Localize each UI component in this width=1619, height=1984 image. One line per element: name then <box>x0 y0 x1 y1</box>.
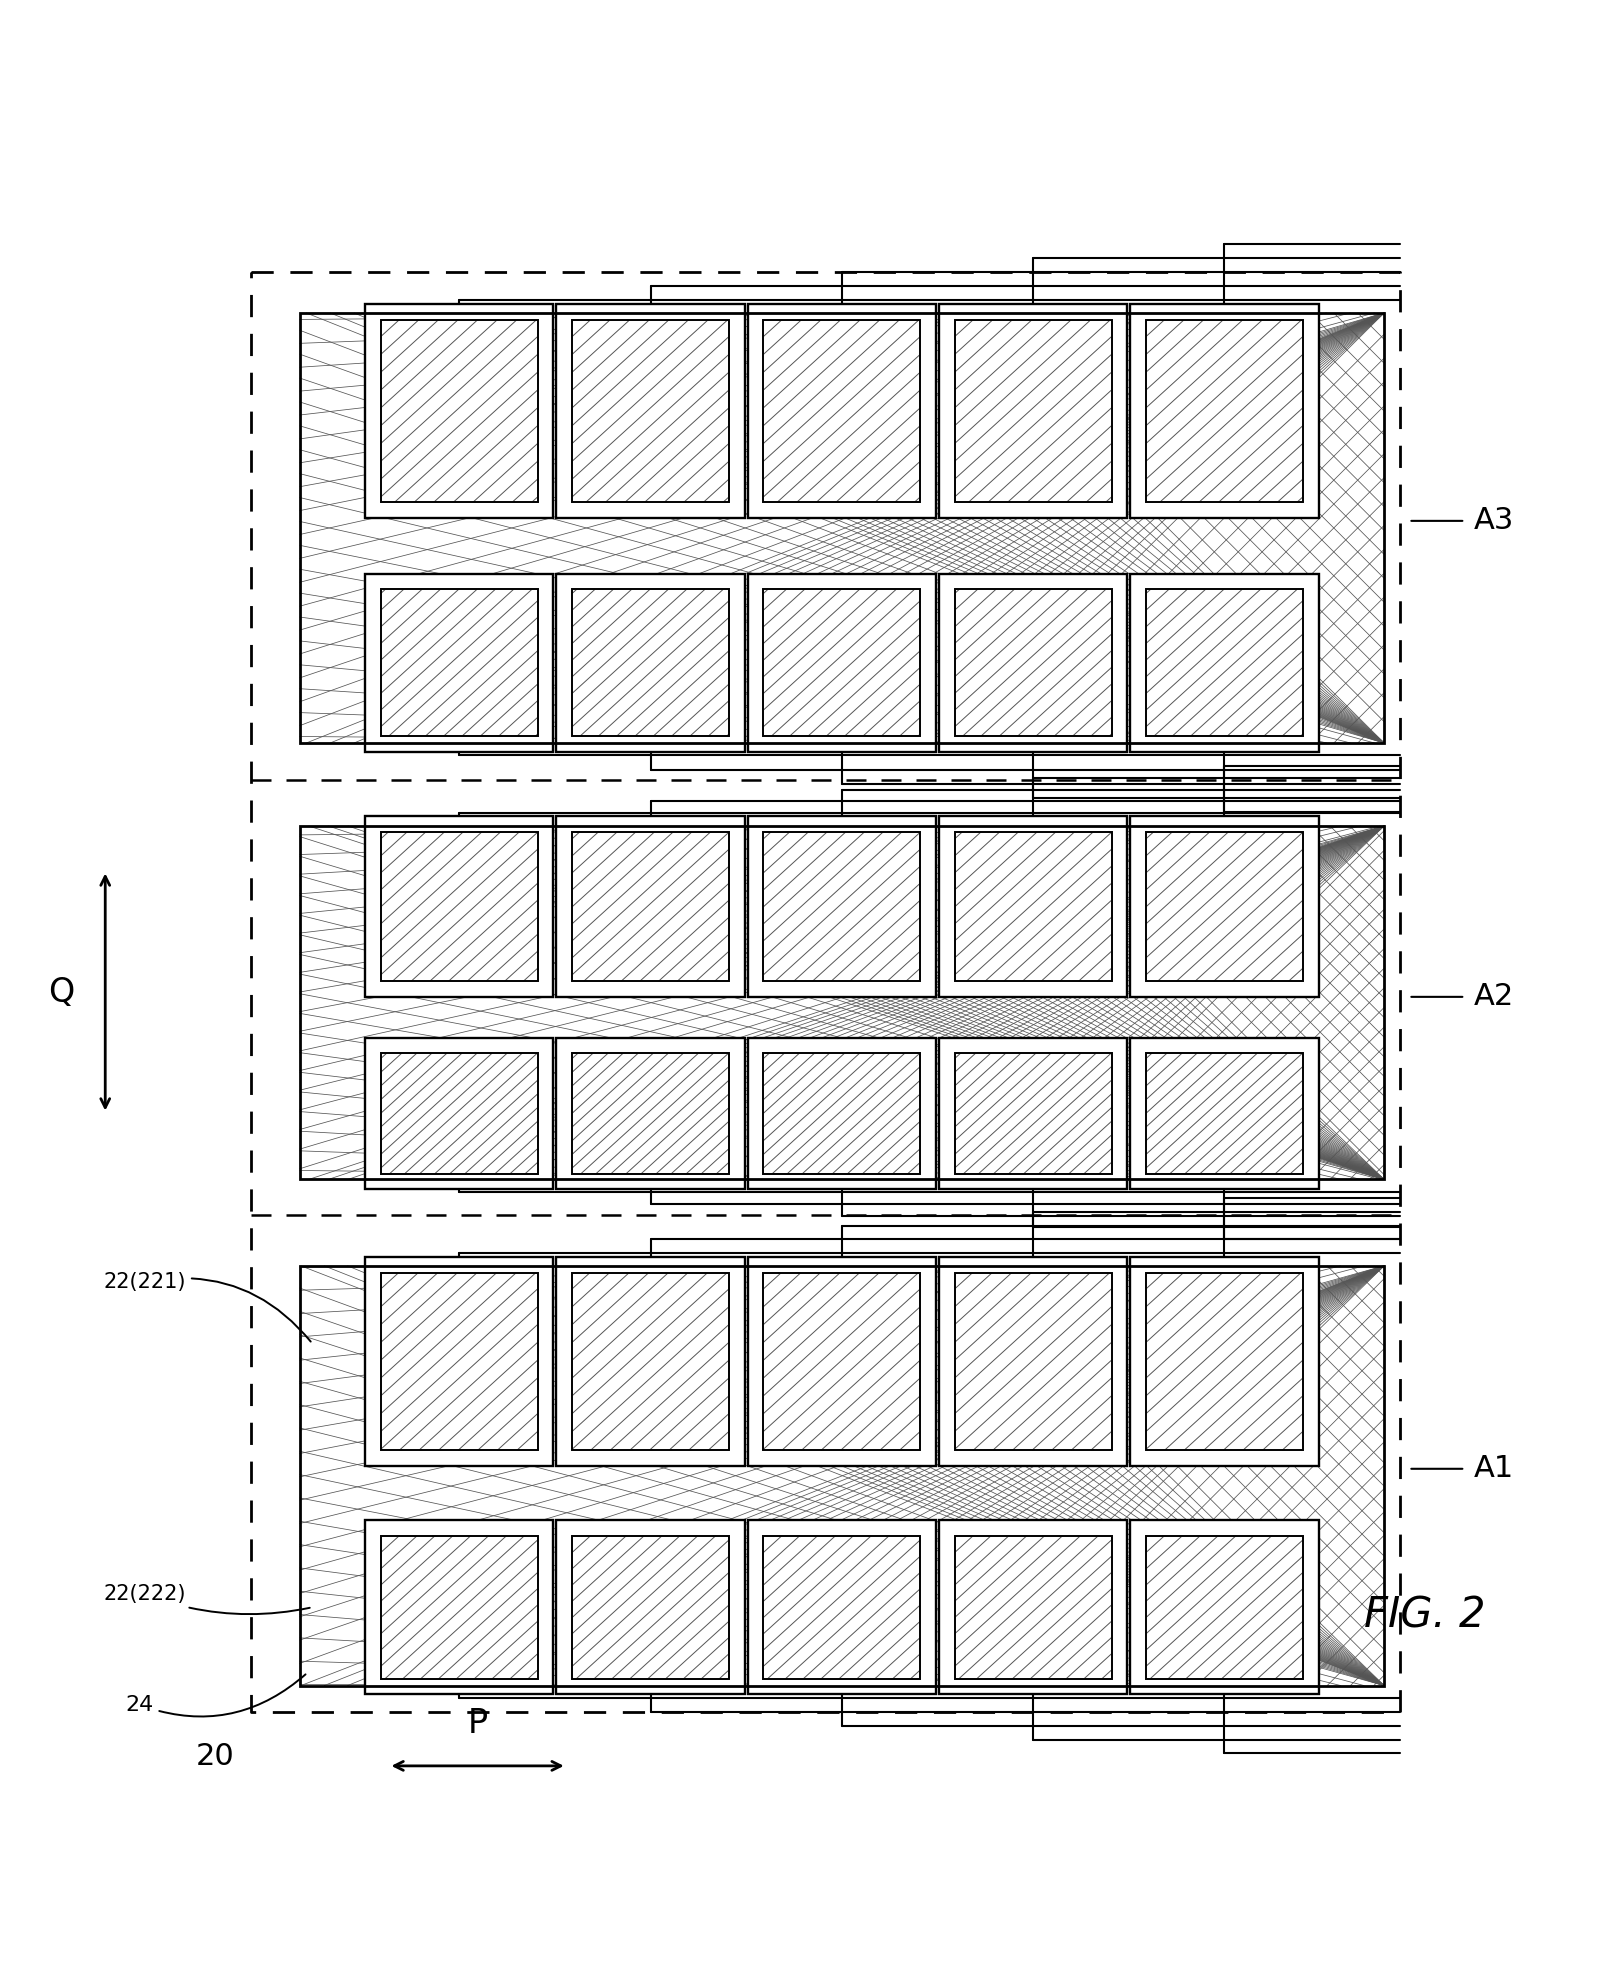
Bar <box>1146 1536 1303 1678</box>
Bar <box>557 815 745 998</box>
Bar <box>380 319 538 502</box>
Bar <box>939 1038 1127 1188</box>
Bar <box>939 573 1127 752</box>
Bar <box>380 1054 538 1175</box>
Bar <box>366 304 554 518</box>
Bar <box>572 1536 729 1678</box>
Text: 22(221): 22(221) <box>104 1272 311 1341</box>
Bar <box>748 1520 936 1694</box>
Bar <box>557 1520 745 1694</box>
Bar <box>955 831 1112 982</box>
Bar <box>557 1258 745 1466</box>
Text: P: P <box>468 1706 487 1740</box>
Bar <box>955 1536 1112 1678</box>
Bar <box>366 1038 554 1188</box>
Bar <box>1146 1272 1303 1450</box>
Bar <box>572 1054 729 1175</box>
Bar <box>1130 1258 1318 1466</box>
Bar <box>1130 573 1318 752</box>
Text: FIG. 2: FIG. 2 <box>1363 1595 1486 1637</box>
Bar <box>748 815 936 998</box>
Bar <box>366 1520 554 1694</box>
Bar <box>748 1038 936 1188</box>
Bar <box>380 589 538 736</box>
Bar <box>955 1054 1112 1175</box>
Bar <box>939 1258 1127 1466</box>
Bar <box>764 831 920 982</box>
Bar <box>366 1258 554 1466</box>
Bar <box>380 1272 538 1450</box>
Bar <box>955 319 1112 502</box>
Bar <box>764 1536 920 1678</box>
Bar <box>748 1258 936 1466</box>
Bar <box>557 304 745 518</box>
Bar <box>1130 815 1318 998</box>
Text: 24: 24 <box>126 1674 306 1716</box>
Bar <box>1130 1038 1318 1188</box>
Text: 22(222): 22(222) <box>104 1585 309 1615</box>
Text: 20: 20 <box>196 1742 235 1770</box>
Bar <box>300 313 1384 744</box>
Bar <box>1146 831 1303 982</box>
Text: A2: A2 <box>1473 982 1514 1012</box>
Bar <box>1130 1520 1318 1694</box>
Bar <box>939 815 1127 998</box>
Bar <box>380 831 538 982</box>
Bar <box>1146 319 1303 502</box>
Bar <box>366 815 554 998</box>
Bar <box>955 1272 1112 1450</box>
Bar <box>764 319 920 502</box>
Bar <box>557 1038 745 1188</box>
Bar <box>380 1536 538 1678</box>
Bar <box>572 589 729 736</box>
Bar <box>1146 589 1303 736</box>
Bar <box>939 1520 1127 1694</box>
Text: Q: Q <box>49 976 74 1008</box>
Bar <box>572 1272 729 1450</box>
Bar <box>300 825 1384 1178</box>
Bar <box>939 304 1127 518</box>
Bar <box>748 573 936 752</box>
Bar <box>748 304 936 518</box>
Text: A1: A1 <box>1473 1454 1514 1484</box>
Bar <box>955 589 1112 736</box>
Bar <box>1130 304 1318 518</box>
Bar <box>764 1272 920 1450</box>
Bar <box>572 831 729 982</box>
Bar <box>557 573 745 752</box>
Text: A3: A3 <box>1473 506 1514 536</box>
Bar <box>1146 1054 1303 1175</box>
Bar <box>300 1266 1384 1686</box>
Bar <box>764 589 920 736</box>
Bar <box>572 319 729 502</box>
Bar <box>366 573 554 752</box>
Bar <box>764 1054 920 1175</box>
